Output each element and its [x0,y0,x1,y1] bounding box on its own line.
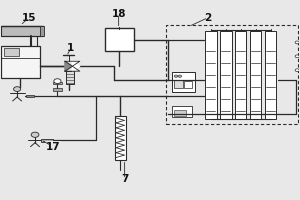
Bar [105,28,134,51]
Circle shape [14,87,21,91]
Bar [53,82,62,84]
Text: 15: 15 [22,13,36,23]
Bar [1,46,40,78]
Text: 2: 2 [205,13,212,23]
Bar [167,25,298,124]
Circle shape [295,69,299,72]
Polygon shape [65,61,72,71]
Text: 7: 7 [121,174,128,184]
Polygon shape [72,61,80,71]
Circle shape [295,41,299,44]
Bar [26,95,34,97]
Bar [115,116,125,160]
Bar [184,81,192,88]
Bar [1,26,43,36]
Circle shape [178,75,182,77]
Circle shape [31,132,39,137]
Bar [220,31,232,119]
Circle shape [295,55,299,58]
Circle shape [174,75,178,77]
Bar [235,31,247,119]
Bar [172,72,195,92]
Bar [174,80,183,88]
Text: 18: 18 [111,9,126,19]
Bar [174,110,186,116]
Bar [53,88,62,91]
Bar [172,106,192,117]
Bar [250,31,261,119]
Text: 1: 1 [67,43,74,53]
Bar [4,48,19,56]
Bar [40,26,44,36]
Circle shape [54,79,61,84]
Bar [66,71,74,84]
Bar [265,31,276,119]
Text: 17: 17 [46,142,60,152]
Bar [41,139,53,142]
Bar [205,31,217,119]
